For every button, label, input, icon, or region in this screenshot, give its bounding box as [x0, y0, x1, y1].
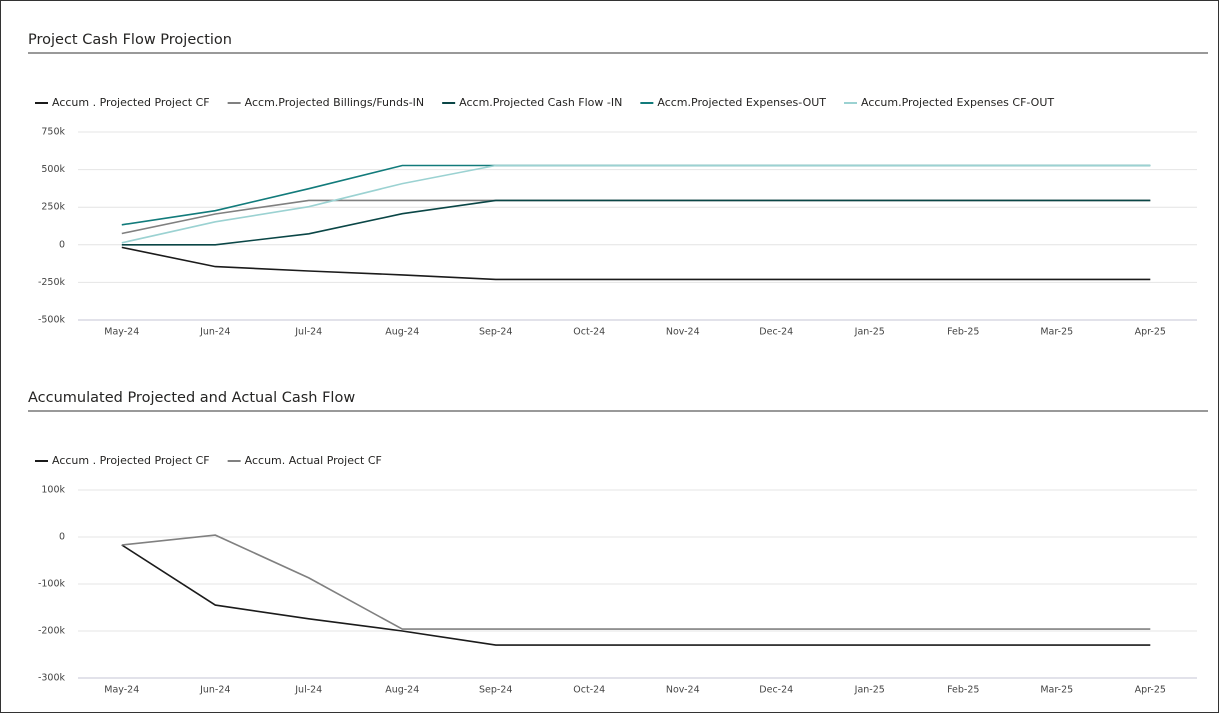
- y-tick-label: -300k: [38, 673, 66, 684]
- x-tick-label: May-24: [104, 685, 139, 696]
- x-tick-label: Nov-24: [666, 685, 700, 696]
- y-tick-label: 250k: [41, 202, 65, 213]
- x-tick-label: Apr-25: [1135, 685, 1166, 696]
- x-tick-label: Sep-24: [479, 327, 512, 338]
- legend-label: Accm.Projected Expenses-OUT: [657, 96, 826, 109]
- x-tick-label: Oct-24: [573, 327, 605, 338]
- x-tick-label: Jun-24: [199, 685, 230, 696]
- chart-title: Accumulated Projected and Actual Cash Fl…: [28, 390, 355, 406]
- y-tick-label: 100k: [41, 485, 65, 496]
- series-line: [121, 544, 1151, 646]
- legend-label: Accm.Projected Billings/Funds-IN: [245, 96, 425, 109]
- legend-label: Accum.Projected Expenses CF-OUT: [861, 96, 1054, 109]
- legend-label: Accm.Projected Cash Flow -IN: [459, 96, 622, 109]
- x-tick-label: Feb-25: [947, 327, 979, 338]
- x-tick-label: Dec-24: [759, 685, 793, 696]
- series-line: [121, 199, 1151, 246]
- x-tick-label: Jun-24: [199, 327, 230, 338]
- chart-title: Project Cash Flow Projection: [28, 32, 232, 48]
- x-tick-label: Jan-25: [854, 685, 885, 696]
- x-tick-label: Aug-24: [385, 685, 419, 696]
- legend-label: Accum . Projected Project CF: [52, 96, 210, 109]
- x-tick-label: May-24: [104, 327, 139, 338]
- x-tick-label: Aug-24: [385, 327, 419, 338]
- legend-label: Accum. Actual Project CF: [245, 454, 382, 467]
- x-tick-label: Mar-25: [1040, 327, 1073, 338]
- y-tick-label: -250k: [38, 277, 66, 288]
- x-tick-label: Mar-25: [1040, 685, 1073, 696]
- y-tick-label: -100k: [38, 579, 66, 590]
- legend-label: Accum . Projected Project CF: [52, 454, 210, 467]
- y-tick-label: 0: [59, 239, 65, 250]
- y-tick-label: 500k: [41, 164, 65, 175]
- x-tick-label: Jul-24: [294, 327, 322, 338]
- x-tick-label: Apr-25: [1135, 327, 1166, 338]
- y-tick-label: -200k: [38, 626, 66, 637]
- x-tick-label: Nov-24: [666, 327, 700, 338]
- y-tick-label: -500k: [38, 315, 66, 326]
- y-tick-label: 750k: [41, 127, 65, 138]
- x-tick-label: Oct-24: [573, 685, 605, 696]
- series-line: [121, 534, 1151, 630]
- x-tick-label: Jan-25: [854, 327, 885, 338]
- x-tick-label: Dec-24: [759, 327, 793, 338]
- series-line: [121, 246, 1151, 281]
- x-tick-label: Sep-24: [479, 685, 512, 696]
- x-tick-label: Jul-24: [294, 685, 322, 696]
- x-tick-label: Feb-25: [947, 685, 979, 696]
- y-tick-label: 0: [59, 532, 65, 543]
- series-line: [121, 164, 1151, 244]
